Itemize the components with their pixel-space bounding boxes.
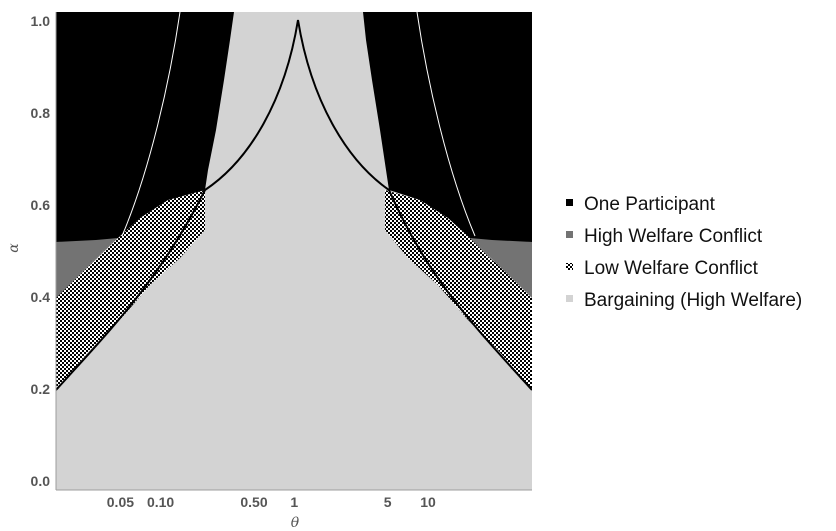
low-conflict-region-right xyxy=(385,190,532,390)
high-conflict-region-left xyxy=(56,236,120,298)
peak-curve xyxy=(204,19,390,191)
low-conflict-region-left xyxy=(56,190,205,390)
legend-label-one-participant: One Participant xyxy=(584,194,716,215)
lower-boundary-right xyxy=(388,189,532,391)
one-participant-region-left xyxy=(56,12,234,242)
y-tick-label: 0.4 xyxy=(31,289,51,305)
y-axis-title: α xyxy=(6,243,22,253)
legend-item-high-welfare-conflict: High Welfare Conflict xyxy=(566,226,763,247)
legend-item-low-welfare-conflict: Low Welfare Conflict xyxy=(566,258,759,279)
legend-swatch-bargaining xyxy=(566,295,573,302)
legend-swatch-one-participant xyxy=(566,199,573,206)
legend-item-one-participant: One Participant xyxy=(566,194,716,215)
x-tick-label: 0.05 xyxy=(107,494,134,510)
y-tick-label: 0.2 xyxy=(31,381,51,397)
legend-swatch-high-welfare-conflict xyxy=(566,231,573,238)
legend-label-low-welfare-conflict: Low Welfare Conflict xyxy=(584,258,759,279)
plot-area xyxy=(56,12,532,490)
x-tick-label: 10 xyxy=(420,494,436,510)
y-tick-label: 0.0 xyxy=(31,473,51,489)
y-tick-label: 0.8 xyxy=(31,105,51,121)
legend: One Participant High Welfare Conflict Lo… xyxy=(566,194,802,311)
legend-swatch-low-welfare-conflict xyxy=(566,263,573,270)
curve-right-thin xyxy=(416,12,476,237)
x-axis-title: θ xyxy=(291,515,300,531)
curve-left-thin xyxy=(121,12,181,237)
x-tick-label: 5 xyxy=(384,494,392,510)
one-participant-region-right xyxy=(363,12,532,242)
legend-label-high-welfare-conflict: High Welfare Conflict xyxy=(584,226,763,247)
high-conflict-region-right xyxy=(468,236,532,298)
x-tick-label: 0.10 xyxy=(147,494,174,510)
x-tick-label: 1 xyxy=(290,494,298,510)
legend-label-bargaining: Bargaining (High Welfare) xyxy=(584,290,802,311)
x-tick-labels: 0.05 0.10 0.50 1 5 10 xyxy=(107,494,436,510)
lower-boundary-left xyxy=(56,189,206,391)
x-tick-label: 0.50 xyxy=(240,494,267,510)
y-tick-label: 0.6 xyxy=(31,197,51,213)
y-tick-labels: 0.0 0.2 0.4 0.6 0.8 1.0 xyxy=(31,13,51,489)
y-tick-label: 1.0 xyxy=(31,13,51,29)
legend-item-bargaining: Bargaining (High Welfare) xyxy=(566,290,802,311)
